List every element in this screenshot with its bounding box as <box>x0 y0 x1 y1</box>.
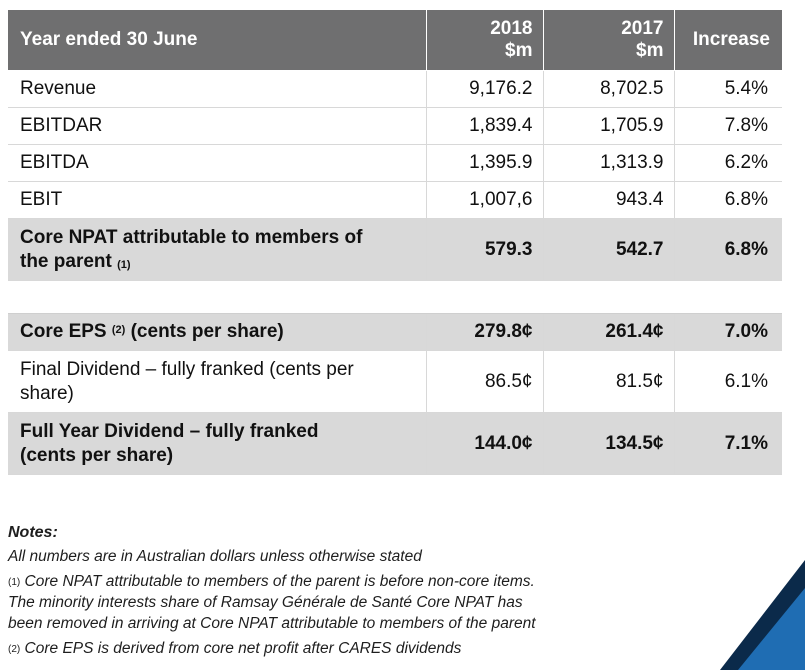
table-header-row: Year ended 30 June 2018 $m 2017 $m Incre… <box>8 10 782 71</box>
header-2017-year: 2017 <box>621 18 664 39</box>
table-row-core-eps: Core EPS (2) (cents per share) 279.8¢ 26… <box>8 313 782 351</box>
notes-section: Notes: All numbers are in Australian dol… <box>8 522 778 659</box>
value-2017: 1,313.9 <box>542 144 674 182</box>
footnote-marker: (2) <box>111 324 126 336</box>
value-2017: 1,705.9 <box>542 107 674 145</box>
row-label-suffix: (cents per share) <box>130 321 284 342</box>
row-label-line1: Full Year Dividend – fully franked <box>20 420 319 442</box>
table-row-core-npat: Core NPAT attributable to members of the… <box>8 218 782 281</box>
value-2017: 943.4 <box>542 181 674 219</box>
header-2018: 2018 $m <box>425 10 543 71</box>
row-label: Full Year Dividend – fully franked (cent… <box>8 412 426 475</box>
value-2018: 144.0¢ <box>425 412 543 475</box>
corner-blue-triangle <box>738 588 805 670</box>
table-row-ebitda: EBITDA 1,395.9 1,313.9 6.2% <box>8 144 782 182</box>
value-2017: 81.5¢ <box>542 350 674 413</box>
corner-decoration <box>720 560 805 670</box>
row-label: Core NPAT attributable to members of the… <box>8 218 426 281</box>
footnote-1: (1) Core NPAT attributable to members of… <box>8 571 778 592</box>
value-2018: 279.8¢ <box>425 313 543 351</box>
row-label-line2: (cents per share) <box>20 444 174 466</box>
row-label-line2: the parent <box>20 250 112 272</box>
footnote-1-line1: Core NPAT attributable to members of the… <box>24 573 535 590</box>
footnote-2: (2) Core EPS is derived from core net pr… <box>8 638 778 659</box>
value-2017: 261.4¢ <box>542 313 674 351</box>
value-increase: 6.8% <box>673 181 782 219</box>
footnote-1-line2: The minority interests share of Ramsay G… <box>8 594 523 611</box>
spacer-cell <box>8 280 782 314</box>
value-increase: 7.0% <box>673 313 782 351</box>
header-2018-year: 2018 <box>490 18 533 39</box>
value-2018: 86.5¢ <box>425 350 543 413</box>
footnote-2-marker: (2) <box>8 644 21 655</box>
row-label: EBITDAR <box>8 107 426 145</box>
row-label: Final Dividend – fully franked (cents pe… <box>8 350 426 413</box>
value-2018: 1,839.4 <box>425 107 543 145</box>
footnote-marker: (1) <box>117 258 131 271</box>
value-2018: 579.3 <box>425 218 543 281</box>
header-2017: 2017 $m <box>542 10 674 71</box>
footnote-2-line1: Core EPS is derived from core net profit… <box>24 640 462 657</box>
row-label: EBITDA <box>8 144 426 182</box>
row-label: Core EPS (2) (cents per share) <box>8 313 426 351</box>
table-row-ebit: EBIT 1,007,6 943.4 6.8% <box>8 181 782 219</box>
header-year-ended: Year ended 30 June <box>8 10 426 71</box>
notes-currency-line: All numbers are in Australian dollars un… <box>8 548 422 565</box>
value-increase: 7.1% <box>673 412 782 475</box>
row-label-line1: Core NPAT attributable to members of <box>20 226 363 248</box>
table-row-final-dividend: Final Dividend – fully franked (cents pe… <box>8 350 782 413</box>
value-increase: 6.2% <box>673 144 782 182</box>
header-2017-unit: $m <box>636 40 664 61</box>
footnote-1-line3: been removed in arriving at Core NPAT at… <box>8 615 536 632</box>
value-increase: 7.8% <box>673 107 782 145</box>
value-2017: 542.7 <box>542 218 674 281</box>
notes-heading: Notes: <box>8 524 58 541</box>
table-row-ebitdar: EBITDAR 1,839.4 1,705.9 7.8% <box>8 107 782 145</box>
row-label-line2: share) <box>20 382 74 404</box>
value-2018: 1,007,6 <box>425 181 543 219</box>
header-increase: Increase <box>673 10 782 71</box>
value-increase: 6.8% <box>673 218 782 281</box>
value-increase: 6.1% <box>673 350 782 413</box>
value-2018: 9,176.2 <box>425 70 543 108</box>
row-label-line1: Final Dividend – fully franked (cents pe… <box>20 358 354 380</box>
row-label: EBIT <box>8 181 426 219</box>
table-spacer-row <box>8 280 782 314</box>
value-2017: 8,702.5 <box>542 70 674 108</box>
table-row-revenue: Revenue 9,176.2 8,702.5 5.4% <box>8 70 782 108</box>
value-2017: 134.5¢ <box>542 412 674 475</box>
table-row-full-year-dividend: Full Year Dividend – fully franked (cent… <box>8 412 782 475</box>
value-2018: 1,395.9 <box>425 144 543 182</box>
footnote-1-marker: (1) <box>8 577 21 588</box>
row-label: Revenue <box>8 70 426 108</box>
row-label-main: Core EPS <box>20 321 107 342</box>
header-2018-unit: $m <box>505 40 533 61</box>
value-increase: 5.4% <box>673 70 782 108</box>
financial-results-table: Year ended 30 June 2018 $m 2017 $m Incre… <box>8 10 782 475</box>
